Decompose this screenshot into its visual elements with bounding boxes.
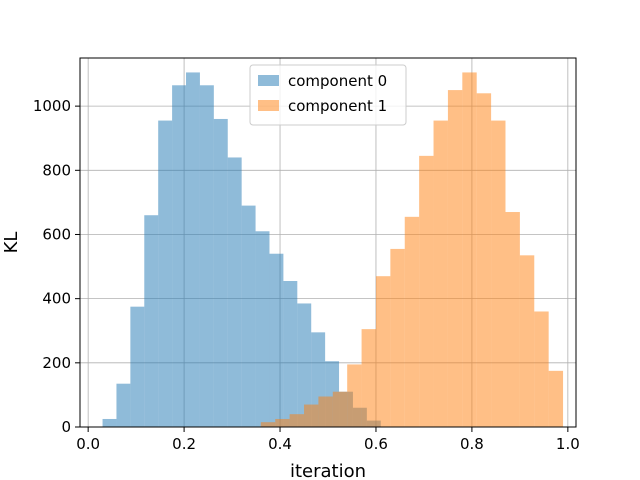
legend-label: component 1: [288, 97, 387, 115]
y-tick-label: 200: [42, 354, 71, 372]
bar: [172, 85, 187, 427]
bar: [144, 215, 159, 427]
bar: [347, 364, 362, 427]
bar: [275, 418, 290, 427]
bar: [433, 120, 448, 427]
bar: [227, 157, 242, 428]
bar: [332, 391, 348, 427]
bar: [116, 383, 131, 427]
legend-label: component 0: [288, 72, 387, 90]
x-tick-label: 0.0: [76, 435, 100, 453]
bar: [419, 155, 434, 427]
bar: [375, 276, 391, 427]
bar: [130, 306, 145, 427]
bar: [304, 404, 319, 427]
y-axis-label: KL: [1, 232, 22, 254]
x-tick-label: 0.6: [364, 435, 388, 453]
legend-box: [249, 64, 407, 126]
bars: [102, 72, 564, 428]
bar: [462, 72, 477, 427]
x-tick-label: 1.0: [556, 435, 580, 453]
bar: [241, 205, 256, 427]
legend-swatch: [258, 75, 279, 86]
bar: [390, 248, 405, 427]
bar: [283, 281, 298, 427]
bar: [158, 120, 173, 427]
bar: [447, 90, 463, 427]
y-tick-label: 400: [42, 290, 71, 308]
y-tick-label: 800: [42, 161, 71, 179]
x-tick-label: 0.2: [172, 435, 196, 453]
legend: component 0 component 1: [249, 64, 407, 126]
bar: [361, 329, 376, 427]
bar: [534, 311, 549, 427]
series-1: [260, 72, 564, 427]
bar: [269, 253, 284, 427]
bar: [476, 93, 492, 427]
bar: [519, 255, 535, 427]
x-tick-label: 0.4: [268, 435, 292, 453]
bar: [548, 370, 564, 427]
bar: [186, 72, 200, 427]
bar: [260, 422, 276, 427]
bar: [505, 212, 520, 427]
bar: [213, 118, 228, 428]
bar: [255, 231, 270, 427]
bar: [404, 216, 420, 427]
y-tick-label: 1000: [33, 97, 71, 115]
y-tick-label: 0: [61, 418, 71, 436]
legend-swatch: [258, 100, 279, 111]
series-0: [102, 72, 381, 428]
bar: [297, 303, 312, 427]
plot-frame: [79, 57, 577, 428]
y-tick-label: 600: [42, 225, 71, 243]
x-tick-label: 0.8: [460, 435, 484, 453]
x-axis-label: iteration: [290, 461, 366, 480]
bar: [491, 120, 506, 427]
bar: [199, 85, 214, 427]
bar: [289, 414, 305, 427]
bar: [102, 418, 117, 427]
bar: [318, 396, 333, 427]
ticks: 0.0 0.2 0.4 0.6 0.8 1.0 0 200 400 600 800 1000: [33, 97, 580, 453]
